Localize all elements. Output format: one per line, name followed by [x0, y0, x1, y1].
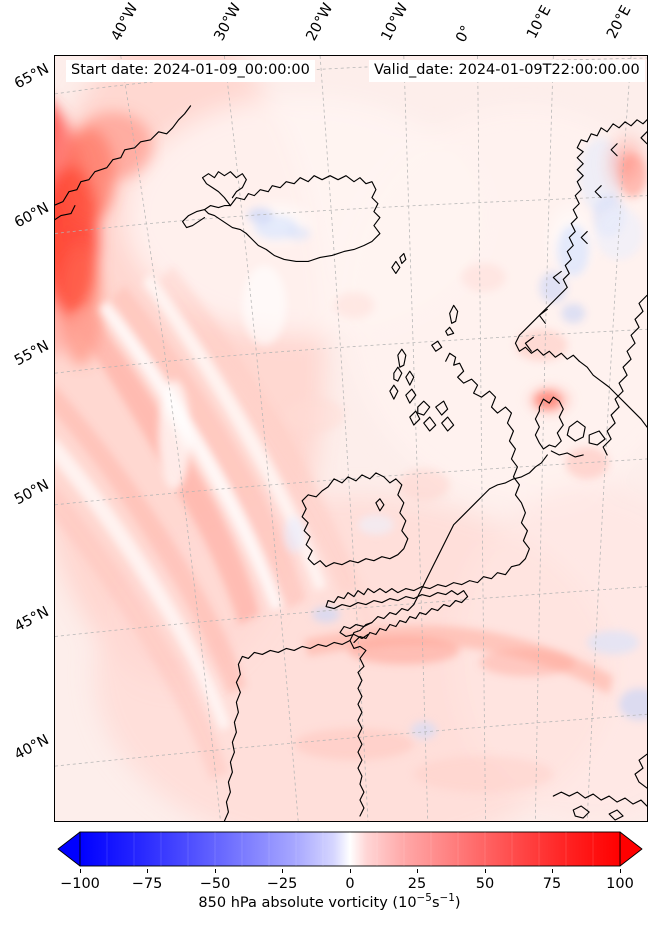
lon-tick-20e: 20°E: [604, 3, 635, 42]
colorbar-label-prefix: 850 hPa absolute vorticity (10: [198, 895, 417, 911]
valid-date-annotation: Valid_date: 2024-01-09T22:00:00.00: [369, 60, 645, 82]
colorbar-tick-label-75: 75: [542, 876, 562, 892]
colorbar[interactable]: −100 −75 −50 −25 0 25 50 75 100: [57, 831, 643, 892]
greenland-vorticity-streaks: [55, 106, 153, 366]
colorbar-tick-mark: [350, 869, 351, 873]
colorbar-tick-label-0: 0: [345, 876, 355, 892]
lat-tick-60n: 60°N: [11, 199, 52, 232]
colorbar-label-exponent-1: −5: [416, 892, 432, 905]
mid-ocean-maxima: [284, 263, 568, 501]
lon-tick-10e: 10°E: [524, 3, 555, 42]
colorbar-tick-label-n50: −50: [199, 876, 231, 892]
biscay-positive-band: [294, 625, 614, 793]
lat-tick-65n: 65°N: [11, 60, 52, 93]
lat-tick-40n: 40°N: [11, 731, 52, 764]
colorbar-tick-mark: [215, 869, 216, 873]
colorbar-tick-label-n25: −25: [266, 876, 298, 892]
vorticity-field-map: [55, 56, 647, 821]
coastlines: [55, 105, 647, 821]
colorbar-tick-mark: [485, 869, 486, 873]
colorbar-tick-label-n100: −100: [60, 876, 100, 892]
colorbar-tick-mark: [552, 869, 553, 873]
southern-negative-patches: [284, 514, 647, 740]
colorbar-label-mid: s: [431, 895, 440, 911]
colorbar-tick-label-25: 25: [407, 876, 427, 892]
start-date-annotation: Start date: 2024-01-09_00:00:00: [66, 60, 315, 82]
colorbar-tick-label-50: 50: [475, 876, 495, 892]
colorbar-tick-label-n75: −75: [131, 876, 163, 892]
lat-tick-50n: 50°N: [11, 476, 52, 509]
iceland-negative-anomaly: [237, 195, 322, 252]
lat-tick-45n: 45°N: [11, 603, 52, 636]
lon-tick-20w: 20°W: [303, 0, 337, 44]
lat-tick-55n: 55°N: [11, 337, 52, 370]
colorbar-tick-mark: [417, 869, 418, 873]
colorbar-axis-label: 850 hPa absolute vorticity (10−5s−1): [0, 892, 659, 911]
colorbar-tick-mark: [620, 869, 621, 873]
colorbar-tick-mark: [80, 869, 81, 873]
map-axes: [54, 55, 648, 822]
northeast-warm-patch: [595, 121, 647, 260]
lon-tick-10w: 10°W: [378, 0, 412, 44]
colorbar-tick-mark: [282, 869, 283, 873]
colorbar-label-suffix: ): [454, 895, 461, 911]
graticule: [55, 56, 647, 821]
colorbar-tick-mark: [147, 869, 148, 873]
lon-tick-40w: 40°W: [108, 0, 142, 44]
colorbar-gradient: [57, 831, 643, 867]
colorbar-tick-label-100: 100: [606, 876, 634, 892]
lon-tick-30w: 30°W: [211, 0, 245, 44]
colorbar-label-exponent-2: −1: [439, 892, 455, 905]
lon-tick-0: 0°: [453, 23, 476, 46]
